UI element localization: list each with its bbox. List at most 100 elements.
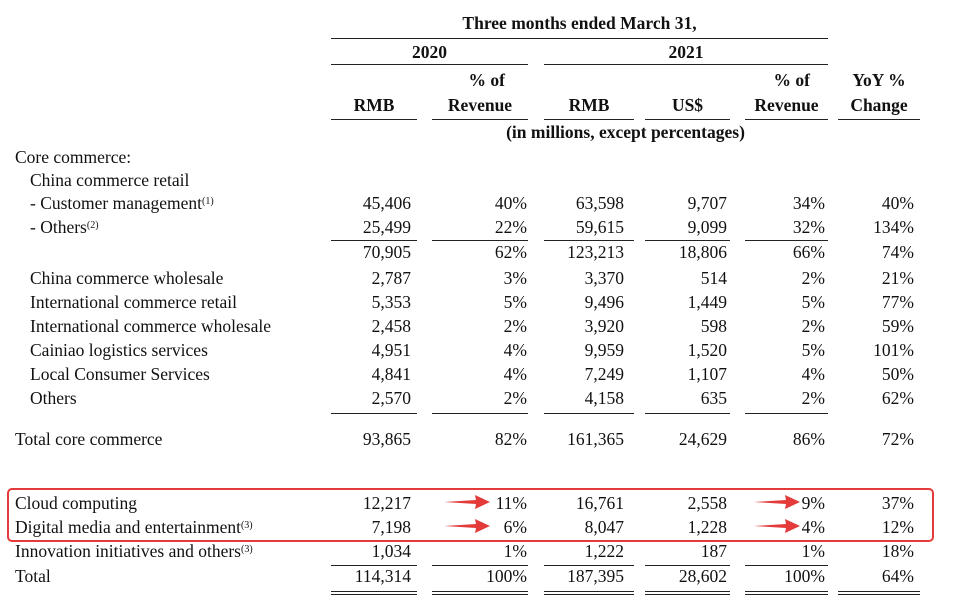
double-underline bbox=[745, 594, 828, 595]
footnote-marker: (3) bbox=[240, 520, 253, 531]
row-label-text: International commerce wholesale bbox=[30, 316, 272, 336]
cell-pct-2020: 22% bbox=[494, 217, 527, 237]
divider bbox=[544, 413, 634, 414]
cell-pct-2021: 4% bbox=[801, 364, 825, 384]
cell-yoy: 21% bbox=[881, 268, 914, 288]
cell-usd-2021: 1,107 bbox=[687, 364, 727, 384]
row-label-text: Total bbox=[15, 566, 51, 586]
row-label-text: Cainiao logistics services bbox=[30, 340, 208, 360]
year-2020-header: 2020 bbox=[412, 42, 447, 62]
divider bbox=[645, 240, 730, 241]
pct-2020-header-line1: % of bbox=[468, 70, 505, 90]
row-label: China commerce wholesale bbox=[30, 268, 223, 288]
cell-pct-2021: 100% bbox=[784, 566, 825, 586]
section-china-commerce-retail: China commerce retail bbox=[30, 170, 190, 190]
cell-pct-2021: 1% bbox=[801, 541, 825, 561]
divider bbox=[432, 413, 528, 414]
cell-rmb-2021: 123,213 bbox=[567, 242, 624, 262]
cell-yoy: 74% bbox=[881, 242, 914, 262]
row-label: Others bbox=[30, 388, 77, 408]
highlight-box bbox=[7, 488, 934, 542]
cell-usd-2021: 635 bbox=[700, 388, 727, 408]
cell-pct-2021: 5% bbox=[801, 292, 825, 312]
cell-rmb-2020: 2,570 bbox=[371, 388, 411, 408]
cell-pct-2020: 2% bbox=[503, 316, 527, 336]
cell-rmb-2021: 8,047 bbox=[584, 517, 624, 537]
row-label: Cloud computing bbox=[15, 493, 137, 513]
double-underline bbox=[645, 594, 730, 595]
double-underline bbox=[838, 591, 920, 592]
row-label-text: - Customer management bbox=[30, 193, 203, 213]
double-underline bbox=[432, 594, 528, 595]
cell-rmb-2020: 7,198 bbox=[371, 517, 411, 537]
divider bbox=[745, 240, 828, 241]
row-label: Total bbox=[15, 566, 51, 586]
divider bbox=[331, 64, 528, 65]
divider bbox=[745, 565, 828, 566]
cell-yoy: 12% bbox=[881, 517, 914, 537]
row-label: Digital media and entertainment(3) bbox=[15, 517, 253, 537]
divider bbox=[331, 413, 417, 414]
divider bbox=[331, 38, 828, 39]
cell-rmb-2021: 3,920 bbox=[584, 316, 624, 336]
cell-rmb-2021: 3,370 bbox=[584, 268, 624, 288]
double-underline bbox=[331, 594, 417, 595]
arrow-icon bbox=[444, 495, 490, 509]
double-underline bbox=[432, 591, 528, 592]
cell-rmb-2021: 9,496 bbox=[584, 292, 624, 312]
cell-usd-2021: 514 bbox=[700, 268, 727, 288]
yoy-header-line2: Change bbox=[850, 95, 908, 115]
cell-yoy: 59% bbox=[881, 316, 914, 336]
cell-pct-2021: 34% bbox=[792, 193, 825, 213]
cell-yoy: 37% bbox=[881, 493, 914, 513]
row-label: Local Consumer Services bbox=[30, 364, 210, 384]
divider bbox=[544, 565, 634, 566]
divider bbox=[544, 240, 634, 241]
double-underline bbox=[544, 591, 634, 592]
divider bbox=[544, 119, 634, 120]
cell-yoy: 62% bbox=[881, 388, 914, 408]
double-underline bbox=[745, 591, 828, 592]
row-label: International commerce wholesale bbox=[30, 316, 271, 336]
cell-rmb-2021: 16,761 bbox=[575, 493, 624, 513]
cell-usd-2021: 9,099 bbox=[687, 217, 727, 237]
cell-rmb-2020: 2,458 bbox=[371, 316, 411, 336]
cell-pct-2021: 9% bbox=[801, 493, 825, 513]
cell-rmb-2021: 63,598 bbox=[575, 193, 624, 213]
row-label-text: China commerce wholesale bbox=[30, 268, 224, 288]
footnote-marker: (3) bbox=[241, 544, 253, 555]
divider bbox=[838, 119, 920, 120]
cell-usd-2021: 1,449 bbox=[687, 292, 727, 312]
divider bbox=[645, 119, 730, 120]
row-label-text: - Others bbox=[30, 217, 87, 237]
cell-usd-2021: 28,602 bbox=[678, 566, 727, 586]
cell-usd-2021: 18,806 bbox=[678, 242, 727, 262]
cell-rmb-2020: 25,499 bbox=[362, 217, 411, 237]
cell-pct-2021: 2% bbox=[801, 268, 825, 288]
divider bbox=[745, 119, 828, 120]
row-label: - Others(2) bbox=[30, 217, 99, 237]
cell-pct-2021: 66% bbox=[792, 242, 825, 262]
cell-usd-2021: 1,228 bbox=[687, 517, 727, 537]
units-note: (in millions, except percentages) bbox=[506, 122, 745, 142]
row-label-text: Digital media and entertainment bbox=[15, 517, 241, 537]
row-label-text: Local Consumer Services bbox=[30, 364, 210, 384]
row-label: Total core commerce bbox=[15, 429, 162, 449]
arrow-icon bbox=[754, 519, 800, 533]
footnote-marker: (2) bbox=[86, 220, 99, 231]
row-label: Innovation initiatives and others(3) bbox=[15, 541, 253, 561]
cell-rmb-2020: 12,217 bbox=[362, 493, 411, 513]
row-label: - Customer management(1) bbox=[30, 193, 214, 213]
cell-yoy: 72% bbox=[881, 429, 914, 449]
cell-rmb-2020: 2,787 bbox=[371, 268, 411, 288]
cell-pct-2020: 4% bbox=[503, 364, 527, 384]
cell-pct-2020: 5% bbox=[503, 292, 527, 312]
divider bbox=[331, 565, 417, 566]
cell-usd-2021: 598 bbox=[700, 316, 727, 336]
cell-yoy: 101% bbox=[873, 340, 914, 360]
row-label-text: Cloud computing bbox=[15, 493, 138, 513]
cell-usd-2021: 187 bbox=[700, 541, 727, 561]
cell-rmb-2020: 4,841 bbox=[371, 364, 411, 384]
divider bbox=[331, 240, 417, 241]
cell-rmb-2021: 4,158 bbox=[584, 388, 624, 408]
